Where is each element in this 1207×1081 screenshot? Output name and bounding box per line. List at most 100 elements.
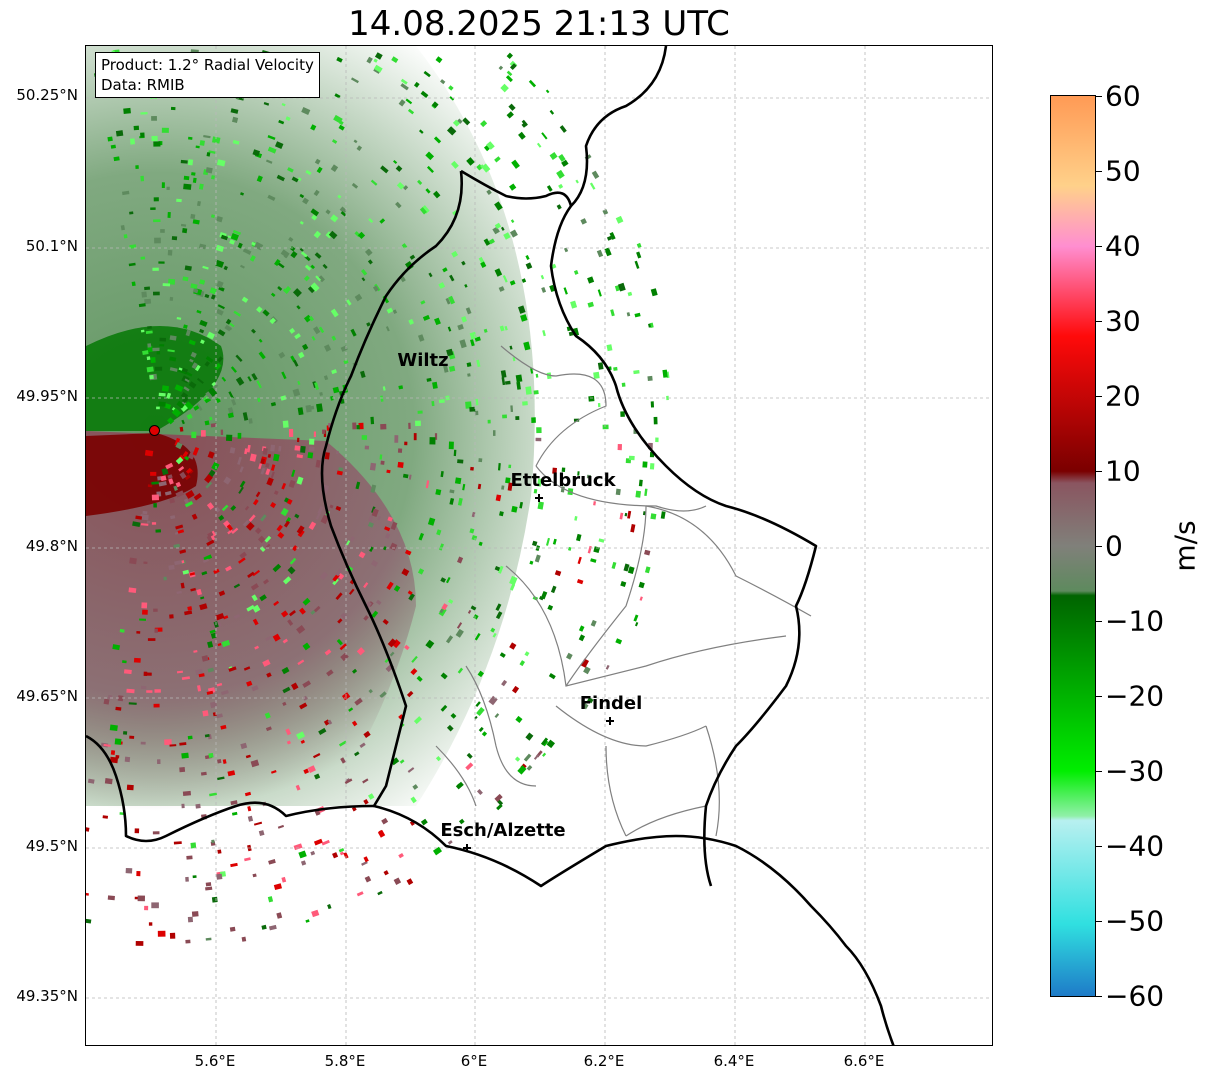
radar-speckle [329, 504, 334, 509]
radar-speckle [263, 102, 270, 106]
radar-speckle [183, 183, 192, 190]
radar-speckle [331, 139, 338, 144]
radar-speckle [103, 698, 110, 705]
radar-speckle [258, 351, 266, 360]
radar-speckle [633, 614, 639, 622]
radar-speckle [446, 724, 454, 732]
radar-speckle [202, 265, 209, 270]
radar-speckle [190, 587, 196, 592]
radar-speckle [314, 252, 322, 259]
radar-speckle [401, 243, 408, 249]
radar-speckle [165, 462, 174, 470]
radar-speckle [300, 739, 305, 744]
radar-speckle [591, 170, 600, 180]
radar-speckle [176, 400, 185, 409]
radar-speckle [158, 392, 166, 397]
radar-speckle [184, 265, 192, 271]
radar-speckle [466, 362, 472, 367]
radar-speckle [524, 651, 530, 657]
radar-speckle [257, 397, 261, 403]
lon-label: 6.2°E [583, 1052, 625, 1070]
radar-speckle [293, 843, 303, 851]
radar-speckle [288, 236, 294, 242]
radar-speckle [577, 471, 580, 476]
radar-speckle [338, 124, 345, 131]
radar-speckle [206, 502, 215, 510]
radar-speckle [537, 478, 542, 487]
radar-speckle [650, 401, 655, 408]
radar-speckle [123, 234, 128, 239]
colorbar-tick [1096, 921, 1102, 922]
radar-speckle [179, 471, 187, 480]
radar-speckle [192, 288, 199, 294]
radar-speckle [210, 214, 215, 219]
radar-speckle [233, 613, 241, 619]
radar-speckle [362, 778, 369, 784]
radar-speckle [394, 435, 399, 443]
radar-speckle [438, 282, 446, 289]
radar-speckle [240, 264, 245, 269]
radar-speckle [644, 566, 651, 574]
radar-speckle [124, 756, 131, 763]
radar-speckle [535, 437, 542, 442]
radar-speckle [312, 753, 321, 759]
radar-speckle [369, 462, 377, 471]
radar-speckle [282, 576, 292, 585]
radar-speckle [348, 588, 355, 595]
radar-speckle [647, 375, 653, 381]
radar-speckle [227, 770, 236, 777]
radar-speckle [655, 437, 659, 443]
radar-speckle [328, 230, 338, 240]
radar-speckle [336, 638, 343, 646]
radar-speckle [249, 255, 256, 262]
radar-speckle [176, 590, 182, 594]
radar-speckle [143, 671, 148, 676]
radar-speckle [243, 666, 251, 671]
radar-speckle [152, 347, 160, 352]
radar-speckle [308, 446, 315, 452]
radar-speckle [174, 560, 183, 566]
radar-speckle [492, 226, 500, 235]
radar-speckle [449, 96, 455, 101]
radar-speckle [500, 370, 507, 378]
radar-speckle [580, 658, 589, 668]
radar-speckle [153, 291, 160, 296]
radar-speckle [552, 467, 558, 474]
radar-speckle [193, 650, 198, 653]
radar-speckle [574, 516, 578, 521]
radar-speckle [206, 539, 215, 547]
radar-speckle [300, 251, 308, 258]
radar-speckle [364, 248, 373, 257]
radar-speckle [583, 666, 591, 675]
radar-speckle [587, 301, 594, 308]
radar-speckle [425, 188, 431, 194]
radar-speckle [139, 618, 147, 621]
radar-speckle [515, 416, 520, 421]
radar-speckle [518, 131, 526, 140]
radar-speckle [509, 280, 516, 286]
radar-speckle [609, 231, 616, 240]
lat-label: 49.65°N [16, 687, 78, 705]
radar-speckle [154, 689, 161, 693]
radar-speckle [433, 190, 441, 199]
radar-speckle [294, 445, 301, 451]
velocity-colorbar [1050, 95, 1096, 997]
radar-speckle [265, 635, 273, 642]
radar-speckle [393, 160, 398, 165]
radar-speckle [280, 507, 289, 517]
colorbar-tick [1096, 546, 1102, 547]
radar-speckle [129, 557, 137, 565]
radar-speckle [168, 278, 176, 285]
radar-speckle [196, 377, 204, 384]
radar-speckle [650, 513, 657, 520]
colorbar-label: −30 [1105, 754, 1165, 788]
radar-speckle [147, 638, 156, 641]
radar-speckle [186, 855, 193, 860]
radar-speckle [427, 517, 436, 526]
radar-speckle [229, 926, 236, 932]
radar-speckle [422, 314, 430, 321]
radar-speckle [202, 710, 209, 717]
radar-speckle [602, 209, 609, 215]
radar-speckle [160, 475, 167, 482]
map-panel[interactable] [85, 45, 993, 1046]
